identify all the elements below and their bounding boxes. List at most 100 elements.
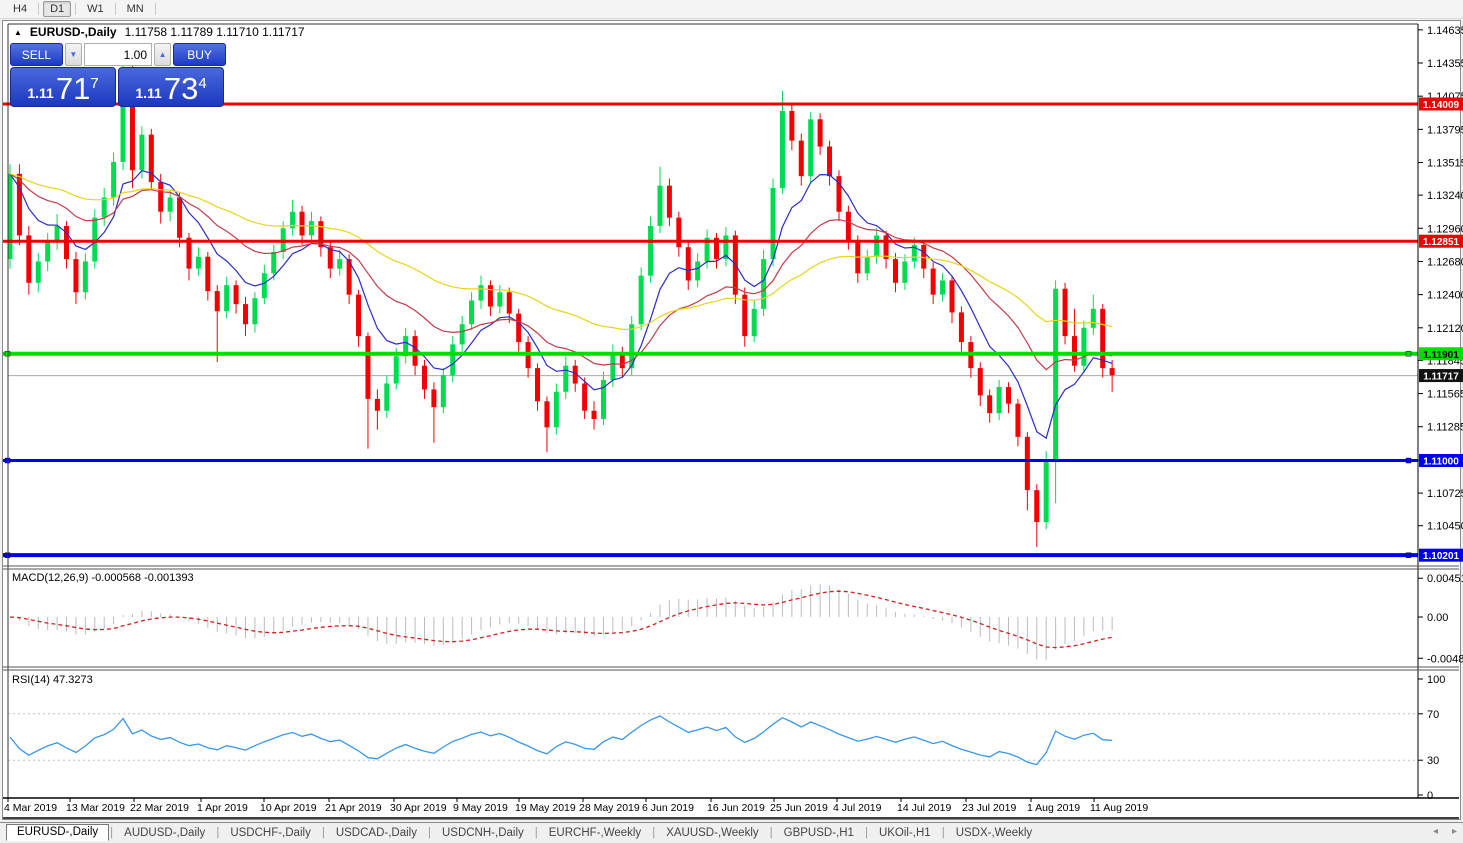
svg-text:19 May 2019: 19 May 2019 (515, 802, 576, 814)
svg-text:1 Aug 2019: 1 Aug 2019 (1027, 802, 1080, 814)
macd-panel (9, 584, 1113, 660)
svg-text:0.004517: 0.004517 (1427, 573, 1463, 585)
svg-text:1.11000: 1.11000 (1423, 457, 1459, 468)
buy-price-small: 1.11 (135, 85, 162, 101)
chart-tab-usdx-weekly[interactable]: USDX-,Weekly (955, 826, 1033, 839)
svg-text:-0.004806: -0.004806 (1427, 653, 1463, 665)
toolbar-separator (154, 3, 156, 15)
svg-text:1.13515: 1.13515 (1427, 158, 1463, 170)
svg-text:0: 0 (1427, 790, 1433, 802)
tab-separator: | (427, 827, 431, 839)
tab-scroll-controls: ◂ ▸ (1433, 826, 1457, 837)
svg-text:4 Mar 2019: 4 Mar 2019 (4, 802, 57, 814)
timeframe-toolbar: H4 D1 W1 MN (0, 0, 1463, 19)
svg-text:1.12851: 1.12851 (1423, 237, 1460, 248)
svg-text:1.10450: 1.10450 (1427, 521, 1463, 533)
tab-separator: | (652, 827, 656, 839)
svg-text:6 Jun 2019: 6 Jun 2019 (642, 802, 694, 814)
svg-text:11 Aug 2019: 11 Aug 2019 (1090, 802, 1148, 814)
horizontal-lines (3, 102, 1418, 558)
chart-tab-eurusd-daily[interactable]: EURUSD-,Daily (6, 823, 110, 841)
svg-text:0.00: 0.00 (1427, 612, 1448, 624)
chart-window[interactable] (2, 20, 1461, 820)
macd-indicator-label: MACD(12,26,9) -0.000568 -0.001393 (12, 572, 194, 584)
svg-text:100: 100 (1427, 674, 1445, 686)
tab-separator: | (216, 827, 220, 839)
buy-button[interactable]: BUY (173, 43, 226, 66)
rsi-panel (8, 713, 1418, 766)
svg-text:1.11565: 1.11565 (1427, 389, 1463, 401)
svg-text:14 Jul 2019: 14 Jul 2019 (897, 802, 951, 814)
tab-separator: | (321, 827, 325, 839)
svg-text:1.14635: 1.14635 (1427, 25, 1463, 37)
svg-text:21 Apr 2019: 21 Apr 2019 (325, 802, 382, 814)
chart-tab-eurchf-weekly[interactable]: EURCHF-,Weekly (548, 826, 642, 839)
svg-text:23 Jul 2019: 23 Jul 2019 (962, 802, 1016, 814)
svg-text:16 Jun 2019: 16 Jun 2019 (707, 802, 765, 814)
sell-price-big: 71 (55, 71, 91, 107)
svg-text:4 Jul 2019: 4 Jul 2019 (833, 802, 882, 814)
sell-button[interactable]: SELL (10, 43, 63, 66)
svg-text:1.11901: 1.11901 (1423, 350, 1459, 361)
chart-tabs: EURUSD-,Daily | AUDUSD-,Daily | USDCHF-,Dail… (0, 822, 1463, 843)
svg-text:10 Apr 2019: 10 Apr 2019 (260, 802, 317, 814)
volume-increase-button[interactable]: ▲ (154, 43, 172, 66)
svg-text:1.12400: 1.12400 (1427, 290, 1463, 302)
tab-scroll-left-icon[interactable]: ◂ (1432, 826, 1438, 837)
chart-tab-usdchf-daily[interactable]: USDCHF-,Daily (230, 826, 311, 839)
svg-text:30 Apr 2019: 30 Apr 2019 (390, 802, 447, 814)
price-tags: 1.14009 1.12851 1.11901 1.11000 1.10201 1.117… (1419, 97, 1463, 562)
chart-tab-usdcnh-daily[interactable]: USDCNH-,Daily (441, 826, 524, 839)
rsi-indicator-label: RSI(14) 47.3273 (12, 674, 93, 686)
candles (7, 48, 1115, 548)
tab-separator: | (941, 827, 945, 839)
indicator-axis: 0.004517 0.00 -0.004806 100 70 30 0 (1418, 573, 1463, 802)
svg-text:9 May 2019: 9 May 2019 (453, 802, 508, 814)
timeframe-button-d1[interactable]: D1 (43, 1, 72, 17)
chart-tab-usdcad-daily[interactable]: USDCAD-,Daily (335, 826, 417, 839)
svg-text:1.14009: 1.14009 (1423, 100, 1460, 111)
timeframe-button-w1[interactable]: W1 (87, 3, 104, 15)
sell-price-panel[interactable]: 1.11 71 7 (10, 67, 116, 107)
svg-text:1.12120: 1.12120 (1427, 323, 1463, 335)
buy-price-big: 73 (163, 71, 199, 107)
panel-frames (3, 23, 1459, 819)
chart-tab-xauusd-weekly[interactable]: XAUUSD-,Weekly (666, 826, 759, 839)
collapse-triangle-icon[interactable]: ▲ (14, 27, 22, 37)
volume-input[interactable] (84, 43, 152, 66)
buy-price-panel[interactable]: 1.11 73 4 (118, 67, 224, 107)
date-axis: 4 Mar 2019 13 Mar 2019 22 Mar 2019 1 Apr 20… (4, 798, 1148, 814)
one-click-trading-panel: SELL ▼ ▲ BUY 1.11 71 7 1.11 73 4 (10, 43, 226, 107)
tab-separator: | (769, 827, 773, 839)
chart-tab-audusd-daily[interactable]: AUDUSD-,Daily (124, 826, 206, 839)
ma-lines (9, 170, 1113, 440)
toolbar-separator (114, 3, 116, 15)
tab-separator: | (864, 827, 868, 839)
toolbar-separator (75, 3, 77, 15)
tab-scroll-right-icon[interactable]: ▸ (1451, 826, 1457, 837)
chart-tab-gbpusd-h1[interactable]: GBPUSD-,H1 (783, 826, 854, 839)
svg-text:22 Mar 2019: 22 Mar 2019 (130, 802, 189, 814)
timeframe-button-h4[interactable]: H4 (13, 3, 28, 15)
sell-price-sup: 7 (90, 75, 99, 92)
timeframe-button-mn[interactable]: MN (126, 3, 144, 15)
chart-header: ▲ EURUSD-,Daily 1.11758 1.11789 1.11710 … (14, 25, 305, 39)
tab-separator: | (110, 827, 114, 839)
svg-text:1.11285: 1.11285 (1427, 422, 1463, 434)
sell-price-small: 1.11 (27, 85, 54, 101)
svg-text:25 Jun 2019: 25 Jun 2019 (770, 802, 828, 814)
svg-text:1.13795: 1.13795 (1427, 124, 1463, 136)
tab-separator: | (534, 827, 538, 839)
toolbar-separator (38, 3, 40, 15)
chart-tab-ukoil-h1[interactable]: UKOil-,H1 (878, 826, 931, 839)
svg-text:13 Mar 2019: 13 Mar 2019 (66, 802, 125, 814)
ohlc-values: 1.11758 1.11789 1.11710 1.11717 (124, 25, 305, 39)
svg-text:1.14355: 1.14355 (1427, 58, 1463, 70)
svg-text:1.11717: 1.11717 (1423, 372, 1459, 383)
volume-decrease-button[interactable]: ▼ (64, 43, 82, 66)
svg-text:1.10201: 1.10201 (1423, 551, 1460, 562)
svg-text:1.12960: 1.12960 (1427, 223, 1463, 235)
svg-text:1.12680: 1.12680 (1427, 256, 1463, 268)
